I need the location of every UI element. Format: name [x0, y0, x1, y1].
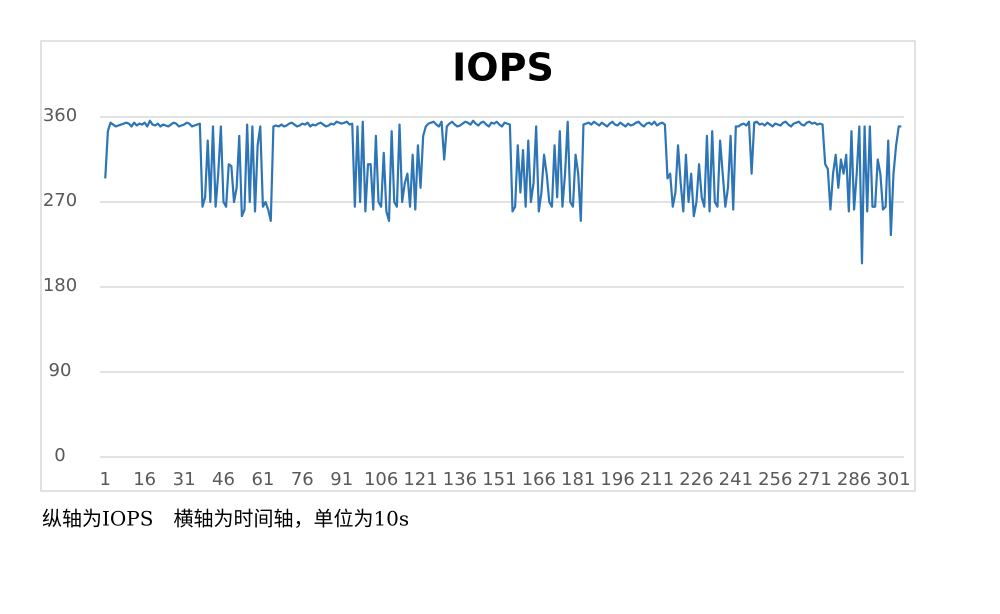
x-tick-label: 271: [797, 469, 831, 490]
data-line: [104, 119, 902, 265]
x-tick-label: 46: [212, 469, 235, 490]
x-tick-label: 226: [679, 469, 713, 490]
y-tick-label: 90: [49, 360, 72, 381]
x-tick-label: 166: [522, 469, 556, 490]
x-tick-label: 301: [876, 469, 910, 490]
x-tick-label: 286: [837, 469, 871, 490]
x-tick-label: 106: [364, 469, 398, 490]
x-tick-label: 196: [600, 469, 634, 490]
x-tick-label: 16: [133, 469, 156, 490]
x-tick-label: 61: [251, 469, 274, 490]
x-tick-label: 31: [173, 469, 196, 490]
x-tick-label: 1: [100, 469, 111, 490]
x-tick-label: 181: [561, 469, 595, 490]
x-tick-label: 76: [291, 469, 314, 490]
chart-title: IOPS: [452, 46, 554, 90]
x-tick-label: 121: [403, 469, 437, 490]
y-tick-label: 360: [43, 105, 77, 126]
y-tick-label: 0: [54, 445, 65, 466]
x-tick-label: 151: [482, 469, 516, 490]
x-tick-label: 211: [640, 469, 674, 490]
y-tick-label: 180: [43, 275, 77, 296]
y-tick-label: 270: [43, 190, 77, 211]
x-tick-label: 256: [758, 469, 792, 490]
x-tick-label: 241: [719, 469, 753, 490]
caption: 纵轴为IOPS 横轴为时间轴，单位为10s: [42, 507, 409, 531]
chart-border: [40, 40, 916, 492]
x-tick-label: 91: [330, 469, 353, 490]
x-tick-label: 136: [443, 469, 477, 490]
